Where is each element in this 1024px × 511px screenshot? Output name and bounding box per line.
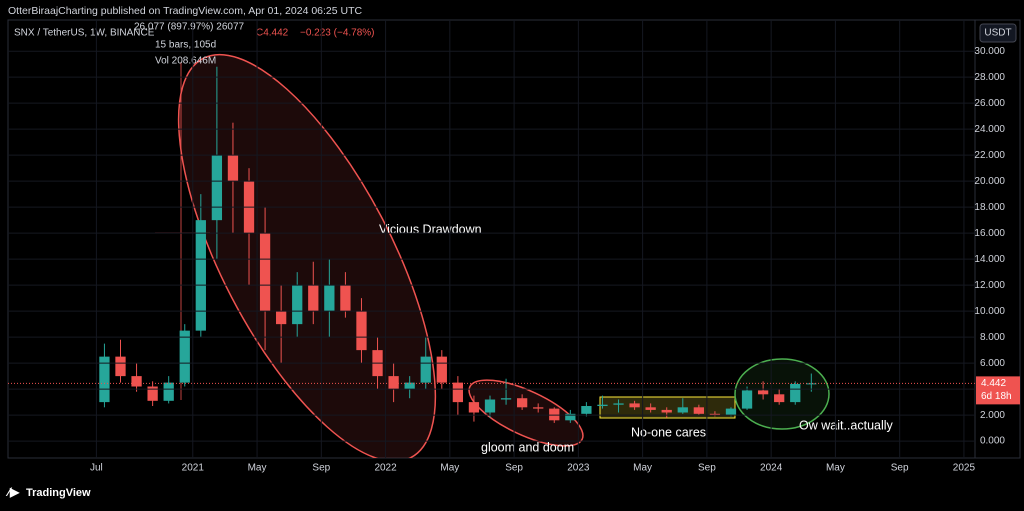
candle-body: [774, 394, 785, 403]
brand-icon: ⁄▶: [5, 485, 20, 499]
candle-body: [404, 382, 415, 390]
candle-body: [147, 386, 158, 401]
candle-body: [259, 233, 271, 312]
candle-body: [790, 383, 801, 403]
candle-body: [709, 413, 721, 416]
y-tick-label: 30.000: [974, 46, 1005, 57]
x-tick-label: Sep: [505, 463, 523, 474]
recovery-ellipse: [734, 358, 830, 430]
y-tick-label: 20.000: [974, 176, 1005, 187]
x-tick-label: 2023: [567, 463, 590, 474]
candle-body: [340, 285, 351, 312]
last-price-box: [976, 376, 1020, 405]
publisher: OtterBiraajCharting published on Trading…: [8, 5, 363, 17]
brand: TradingView: [26, 487, 91, 499]
measure-text: 26.077 (897.97%) 26077: [134, 22, 245, 33]
candle-body: [308, 285, 319, 312]
x-tick-label: May: [633, 463, 652, 474]
candle-body: [195, 220, 206, 331]
y-tick-label: 26.000: [974, 98, 1005, 109]
candle-body: [516, 398, 528, 408]
annotation: No-one cares: [631, 425, 706, 439]
candle-body: [741, 390, 753, 409]
candle-body: [533, 407, 544, 409]
change-label: −0.223 (−4.78%): [300, 28, 375, 39]
drawdown-ellipse: [177, 53, 437, 458]
x-tick-label: Jul: [90, 463, 103, 474]
candle-body: [565, 413, 576, 421]
currency-button[interactable]: [979, 23, 1017, 43]
symbol-title: SNX / TetherUS, 1W, BINANCE: [14, 28, 155, 39]
y-tick-label: 0.000: [980, 436, 1005, 447]
y-tick-label: 18.000: [974, 202, 1005, 213]
x-tick-label: May: [248, 463, 267, 474]
y-tick-label: 10.000: [974, 306, 1005, 317]
annotation: Vicious Drawdown: [379, 222, 482, 236]
candle-body: [468, 402, 480, 413]
candle-body: [581, 406, 592, 414]
candle-body: [324, 285, 335, 312]
candles: [99, 66, 817, 423]
candle-body: [227, 155, 239, 182]
x-tick-label: May: [826, 463, 845, 474]
candle-body: [613, 403, 624, 405]
candle-body: [597, 404, 608, 407]
candle-body: [645, 407, 656, 410]
candle-body: [436, 356, 447, 383]
candle-body: [629, 403, 640, 408]
candle-body: [211, 155, 223, 221]
candle-body: [725, 408, 737, 416]
candle-body: [420, 356, 431, 383]
y-tick-label: 12.000: [974, 280, 1005, 291]
candle-body: [661, 409, 672, 413]
candle-body: [356, 311, 367, 351]
candle-body: [292, 285, 303, 325]
y-tick-label: 8.000: [980, 332, 1005, 343]
y-tick-label: 28.000: [974, 72, 1005, 83]
y-tick-label: 16.000: [974, 228, 1005, 239]
annotation: gloom and doom: [481, 440, 574, 454]
annotation: Ow wait..actually: [799, 418, 894, 432]
candle-body: [757, 390, 769, 395]
y-tick-label: 22.000: [974, 150, 1005, 161]
x-tick-label: May: [440, 463, 459, 474]
candle-body: [276, 311, 287, 325]
candle-body: [131, 376, 142, 387]
x-tick-label: 2022: [374, 463, 397, 474]
close-label: C4.442: [256, 28, 289, 39]
y-tick-label: 14.000: [974, 254, 1005, 265]
x-tick-label: 2025: [953, 463, 976, 474]
x-tick-label: Sep: [698, 463, 716, 474]
last-price-label: 4.442: [981, 378, 1006, 389]
measure-text: Vol 208.646M: [155, 56, 216, 67]
candle-body: [388, 376, 399, 390]
x-tick-label: Sep: [891, 463, 909, 474]
gloom-ellipse: [468, 379, 584, 447]
candle-body: [693, 407, 704, 414]
measure-text: 15 bars, 105d: [155, 40, 216, 51]
currency-label[interactable]: USDT: [984, 28, 1011, 39]
x-tick-label: Sep: [312, 463, 330, 474]
y-tick-label: 24.000: [974, 124, 1005, 135]
candle-body: [549, 408, 560, 421]
countdown-label: 6d 18h: [981, 391, 1012, 402]
candle-body: [452, 382, 464, 403]
x-tick-label: 2021: [182, 463, 205, 474]
y-tick-label: 6.000: [980, 358, 1005, 369]
candle-body: [99, 356, 110, 403]
y-tick-label: 2.000: [980, 410, 1005, 421]
candle-body: [163, 382, 174, 401]
drawings: [155, 53, 830, 458]
candle-body: [115, 356, 126, 377]
candle-body: [484, 399, 496, 413]
candle-body: [806, 383, 817, 385]
candle-body: [677, 407, 688, 413]
candle-body: [179, 330, 190, 383]
x-tick-label: 2024: [760, 463, 783, 474]
candle-body: [500, 398, 512, 400]
